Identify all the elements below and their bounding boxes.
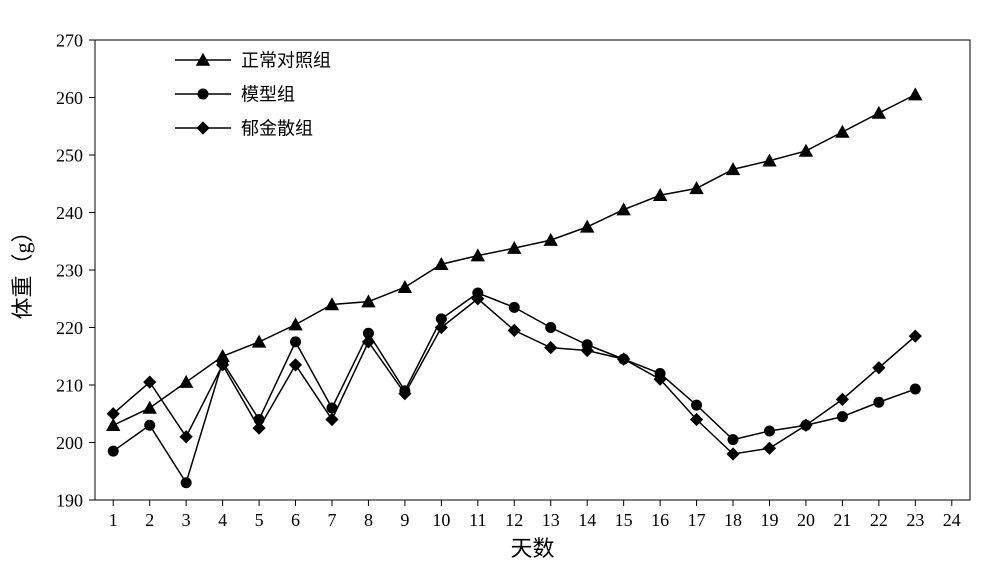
- marker-circle: [837, 411, 848, 422]
- x-tick-label: 24: [943, 510, 961, 530]
- marker-circle: [144, 420, 155, 431]
- x-tick-label: 10: [432, 510, 450, 530]
- legend-label: 模型组: [241, 84, 295, 104]
- marker-circle: [108, 446, 119, 457]
- line-chart: 1902002102202302402502602701234567891011…: [0, 0, 1000, 579]
- x-tick-label: 11: [469, 510, 486, 530]
- marker-circle: [198, 89, 209, 100]
- x-tick-label: 5: [255, 510, 264, 530]
- marker-circle: [691, 400, 702, 411]
- y-tick-label: 200: [56, 433, 83, 453]
- marker-circle: [290, 336, 301, 347]
- x-tick-label: 6: [291, 510, 300, 530]
- x-axis-label: 天数: [510, 536, 554, 561]
- x-tick-label: 4: [218, 510, 227, 530]
- x-tick-label: 20: [797, 510, 815, 530]
- x-tick-label: 1: [109, 510, 118, 530]
- y-axis-label: 体重（g）: [10, 220, 35, 319]
- x-tick-label: 7: [327, 510, 336, 530]
- x-tick-label: 14: [578, 510, 596, 530]
- marker-circle: [181, 477, 192, 488]
- x-tick-label: 18: [724, 510, 742, 530]
- x-tick-label: 8: [364, 510, 373, 530]
- marker-circle: [509, 302, 520, 313]
- marker-circle: [728, 434, 739, 445]
- x-tick-label: 22: [870, 510, 888, 530]
- x-tick-label: 21: [833, 510, 851, 530]
- marker-circle: [873, 397, 884, 408]
- marker-circle: [764, 426, 775, 437]
- marker-circle: [545, 322, 556, 333]
- x-tick-label: 16: [651, 510, 669, 530]
- y-tick-label: 240: [56, 203, 83, 223]
- y-tick-label: 270: [56, 30, 83, 50]
- x-tick-label: 2: [145, 510, 154, 530]
- x-tick-label: 15: [615, 510, 633, 530]
- y-tick-label: 260: [56, 88, 83, 108]
- y-tick-label: 230: [56, 260, 83, 280]
- x-tick-label: 12: [505, 510, 523, 530]
- legend-label: 正常对照组: [241, 50, 331, 70]
- marker-circle: [910, 384, 921, 395]
- chart-container: 1902002102202302402502602701234567891011…: [0, 0, 1000, 579]
- x-tick-label: 9: [400, 510, 409, 530]
- y-tick-label: 250: [56, 145, 83, 165]
- x-tick-label: 17: [688, 510, 706, 530]
- legend-label: 郁金散组: [241, 118, 313, 138]
- y-tick-label: 220: [56, 318, 83, 338]
- y-tick-label: 210: [56, 375, 83, 395]
- x-tick-label: 19: [760, 510, 778, 530]
- x-tick-label: 23: [906, 510, 924, 530]
- plot-area: [95, 40, 970, 500]
- x-tick-label: 3: [182, 510, 191, 530]
- y-tick-label: 190: [56, 490, 83, 510]
- x-tick-label: 13: [542, 510, 560, 530]
